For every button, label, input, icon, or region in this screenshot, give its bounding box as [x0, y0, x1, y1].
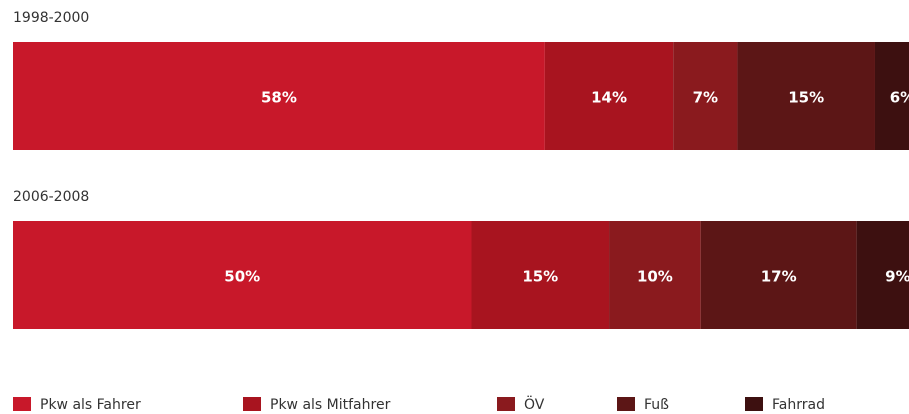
- bar-segment: [13, 221, 472, 329]
- bar-segment: [737, 42, 875, 150]
- bar-segment: [13, 42, 545, 150]
- value-label: 50%: [224, 268, 260, 286]
- value-label: 15%: [522, 268, 558, 286]
- value-label: 15%: [788, 89, 824, 107]
- category-label: 1998-2000: [13, 10, 89, 26]
- legend-label: ÖV: [524, 395, 545, 413]
- legend-label: Pkw als Mitfahrer: [270, 397, 391, 413]
- bar-segment: [471, 221, 610, 329]
- value-label: 17%: [761, 268, 797, 286]
- legend-swatch: [745, 397, 763, 411]
- value-label: 9%: [885, 268, 909, 286]
- legend-label: Fuß: [644, 397, 669, 413]
- bar-segment: [700, 221, 857, 329]
- bar-segment: [544, 42, 674, 150]
- value-label: 14%: [591, 89, 627, 107]
- bar-segment: [609, 221, 701, 329]
- legend-swatch: [497, 397, 515, 411]
- value-label: 6%: [890, 89, 909, 107]
- bar-segment: [874, 42, 909, 150]
- value-label: 10%: [637, 268, 673, 286]
- legend-swatch: [13, 397, 31, 411]
- value-label: 7%: [693, 89, 718, 107]
- legend-swatch: [243, 397, 261, 411]
- bar-segment: [856, 221, 909, 329]
- legend-label: Fahrrad: [772, 397, 825, 413]
- legend-swatch: [617, 397, 635, 411]
- value-label: 58%: [261, 89, 297, 107]
- category-label: 2006-2008: [13, 189, 89, 205]
- legend-label: Pkw als Fahrer: [40, 397, 141, 413]
- bar-segment: [673, 42, 738, 150]
